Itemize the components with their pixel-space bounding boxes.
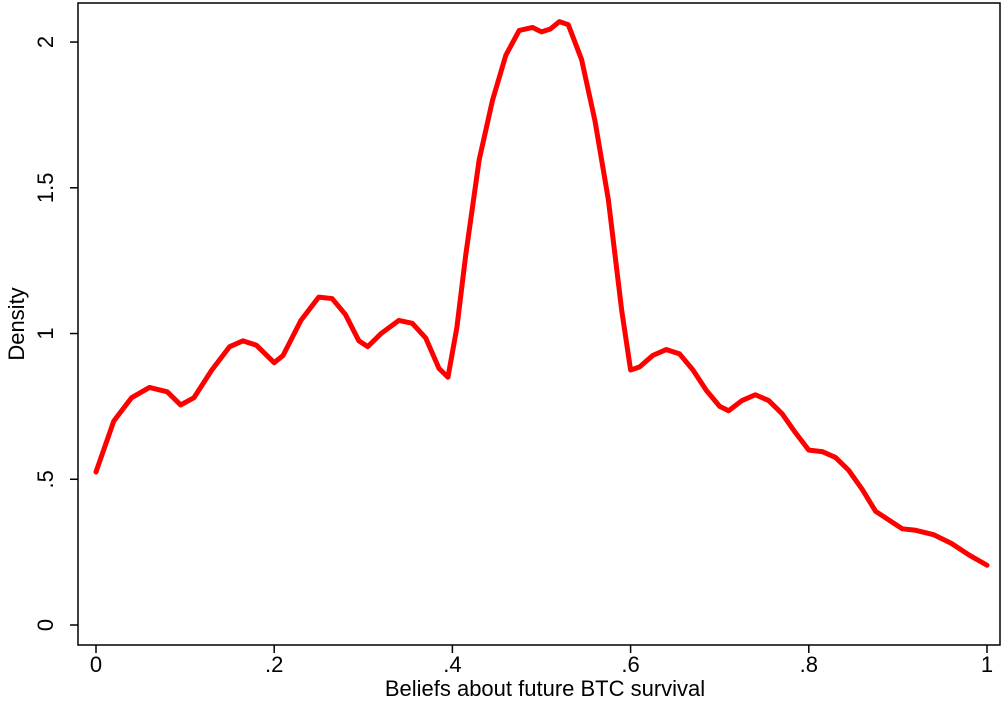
x-axis-label: Beliefs about future BTC survival <box>385 676 705 701</box>
y-tick-label: 1.5 <box>33 172 58 203</box>
y-axis-label: Density <box>4 287 29 360</box>
density-line <box>93 19 990 568</box>
y-tick-label: 2 <box>33 36 58 48</box>
y-tick-label: .5 <box>33 470 58 488</box>
x-tick-label: .8 <box>800 652 818 677</box>
plot-frame <box>77 2 1001 646</box>
x-tick-label: 0 <box>90 652 102 677</box>
x-tick-label: .4 <box>443 652 461 677</box>
y-tick-label: 0 <box>33 619 58 631</box>
x-tick-label: 1 <box>981 652 993 677</box>
y-tick-label: 1 <box>33 327 58 339</box>
x-tick-label: .2 <box>265 652 283 677</box>
x-tick-label: .6 <box>621 652 639 677</box>
